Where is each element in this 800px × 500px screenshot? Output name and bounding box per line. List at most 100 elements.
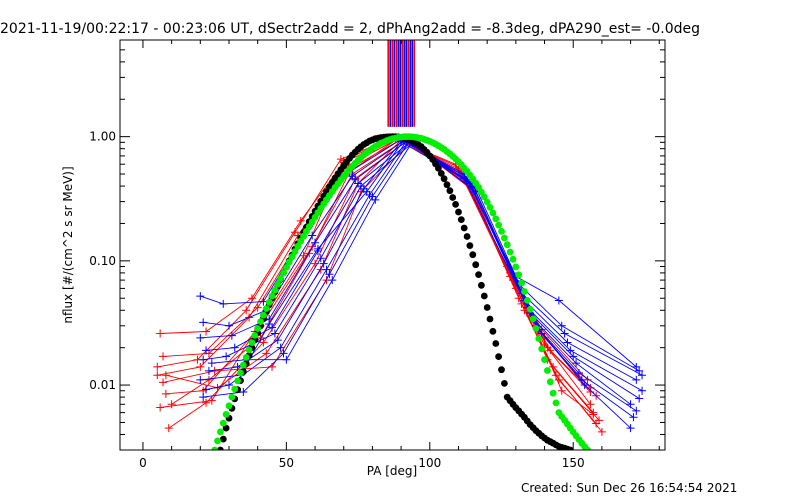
data-point: [560, 329, 569, 338]
data-point: [589, 410, 598, 419]
data-point: [592, 419, 601, 428]
data-point: [156, 329, 165, 338]
model-point: [552, 399, 560, 407]
model-point: [271, 286, 279, 294]
model-point: [489, 209, 497, 217]
chart-title: 2021-11-19/00:22:17 - 00:23:06 UT, dSect…: [0, 21, 700, 37]
data-point: [586, 400, 595, 409]
series-line-18: [203, 140, 634, 418]
model-point: [532, 325, 540, 332]
model-point: [239, 361, 247, 369]
data-point: [196, 362, 205, 371]
model-point: [486, 203, 494, 211]
data-point: [167, 400, 176, 409]
model-point: [294, 242, 302, 250]
series-7: [159, 138, 601, 428]
data-point: [202, 346, 211, 355]
series-line-7: [162, 141, 597, 424]
data-point: [537, 329, 546, 338]
series-line-10: [200, 138, 637, 368]
model-point: [498, 227, 505, 235]
model-point: [472, 261, 480, 269]
model-point: [541, 356, 548, 363]
data-point: [316, 254, 325, 263]
data-point: [577, 375, 586, 384]
model-point: [254, 325, 262, 332]
model-point: [265, 298, 273, 306]
model-point: [446, 187, 454, 195]
model-point: [219, 419, 227, 427]
data-point: [233, 362, 242, 371]
model-point: [469, 251, 477, 259]
model-point: [486, 315, 494, 323]
data-point: [305, 249, 314, 258]
data-point: [632, 375, 641, 384]
model-point: [217, 446, 224, 450]
model-point: [523, 297, 531, 304]
model-point: [463, 233, 471, 240]
model-point: [283, 264, 290, 271]
data-point: [159, 352, 168, 361]
x-tick-label: 50: [279, 456, 294, 470]
axes: 0 50 100 150 0.01 0.10 1.00: [89, 39, 665, 470]
data-point: [572, 359, 581, 368]
data-point: [225, 321, 233, 330]
series-line-0: [160, 137, 591, 389]
model-point: [566, 446, 574, 450]
data-point: [626, 424, 635, 433]
series-3: [161, 136, 604, 425]
data-point: [319, 259, 328, 268]
series-line-11: [203, 140, 640, 372]
data-point: [204, 375, 213, 384]
data-point: [222, 352, 231, 361]
model-point: [242, 354, 250, 361]
data-point: [569, 352, 578, 361]
data-point: [371, 195, 380, 204]
series-18: [199, 137, 638, 422]
series-line-19: [211, 141, 631, 429]
model-point: [546, 378, 554, 386]
y-tick-label: 1.00: [89, 130, 116, 144]
series-line-8: [165, 139, 594, 415]
model-point: [492, 340, 500, 347]
data-point: [164, 424, 173, 433]
data-point: [159, 378, 168, 387]
model-point: [277, 275, 284, 282]
data-point: [270, 329, 279, 338]
data-point: [225, 381, 233, 390]
model-point: [449, 194, 457, 201]
data-point: [204, 366, 213, 375]
data-point: [153, 362, 162, 371]
model-point: [268, 292, 276, 300]
series-line-1: [162, 138, 597, 397]
model-point: [452, 201, 459, 208]
model-point: [219, 435, 227, 443]
model-point: [288, 253, 296, 261]
series-1: [159, 135, 601, 400]
model-point: [234, 377, 242, 385]
data-point: [308, 231, 317, 240]
data-point: [290, 228, 299, 237]
data-point: [580, 381, 589, 390]
model-point: [549, 389, 557, 397]
model-point: [506, 248, 514, 256]
model-point: [225, 402, 233, 410]
model-point: [478, 281, 485, 289]
model-point: [245, 346, 253, 354]
data-point: [259, 338, 268, 347]
model-point: [544, 367, 551, 374]
data-point: [328, 276, 337, 285]
data-point: [161, 389, 170, 398]
data-point: [273, 336, 282, 345]
data-point: [202, 398, 211, 407]
data-point: [325, 270, 334, 279]
data-point: [265, 320, 274, 329]
model-point: [285, 258, 293, 266]
model-point: [466, 242, 474, 250]
model-point: [457, 216, 465, 224]
data-point: [196, 292, 205, 301]
y-axis-label: nflux [#/(cm^2 s sr MeV)]: [61, 166, 75, 323]
model-point: [262, 305, 270, 312]
x-axis-label: PA [deg]: [367, 464, 417, 478]
